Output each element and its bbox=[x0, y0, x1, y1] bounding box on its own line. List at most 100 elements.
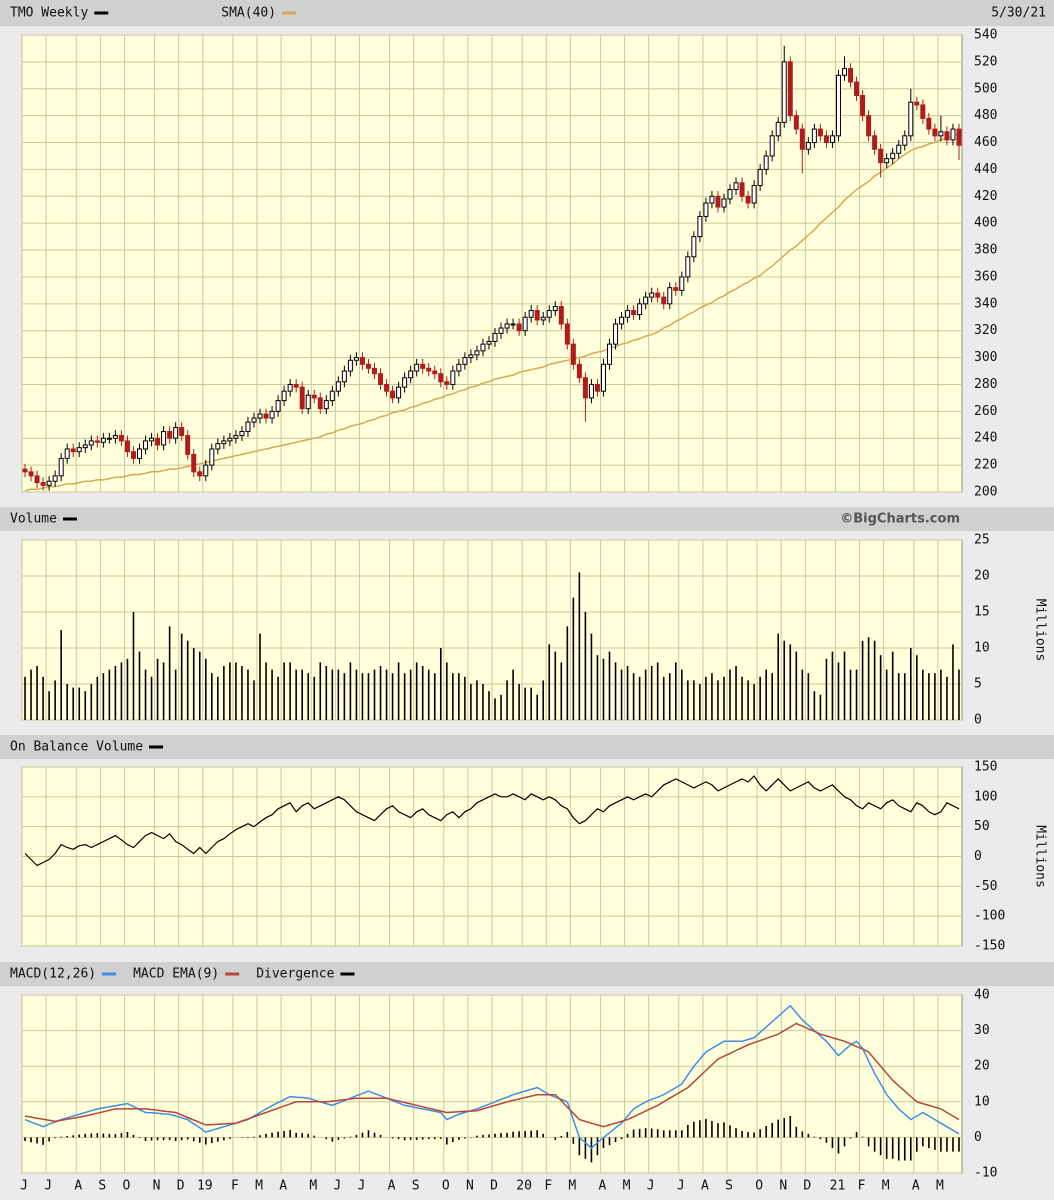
legend-label: SMA(40) bbox=[221, 6, 276, 21]
x-tick-label: N bbox=[466, 1179, 474, 1194]
y-tick-label: 5 bbox=[974, 677, 982, 692]
candle-body bbox=[522, 316, 528, 332]
x-tick-label: O bbox=[755, 1179, 763, 1194]
x-tick-label: A bbox=[74, 1179, 82, 1194]
candle-body bbox=[269, 410, 275, 419]
candle-body bbox=[631, 310, 637, 316]
panel-header bbox=[0, 962, 1054, 986]
candle-body bbox=[82, 444, 88, 449]
candle-body bbox=[540, 316, 546, 321]
y-tick-label: 20 bbox=[974, 569, 990, 584]
x-tick-label: A bbox=[701, 1179, 709, 1194]
macd-line bbox=[24, 1004, 960, 1150]
candle-body bbox=[757, 168, 763, 187]
candle-body bbox=[829, 135, 835, 144]
candle-body bbox=[341, 370, 347, 383]
y-tick-label: 0 bbox=[974, 713, 982, 728]
y-tick-label: 25 bbox=[974, 533, 990, 548]
candle-body bbox=[221, 440, 227, 445]
candle-body bbox=[673, 287, 679, 291]
credit-label: ©BigCharts.com bbox=[840, 512, 960, 527]
y-tick-label: 30 bbox=[974, 1023, 990, 1038]
candle-body bbox=[667, 287, 673, 305]
candle-body bbox=[197, 471, 203, 477]
candle-body bbox=[58, 457, 64, 477]
candle-body bbox=[866, 115, 872, 137]
candle-body bbox=[353, 357, 359, 361]
candle-body bbox=[408, 370, 414, 379]
candle-body bbox=[763, 155, 769, 170]
candle-body bbox=[40, 482, 46, 486]
candle-body bbox=[414, 363, 420, 372]
x-tick-label: J bbox=[44, 1179, 52, 1194]
y-tick-label: 50 bbox=[974, 819, 990, 834]
candle-body bbox=[823, 135, 829, 144]
candle-body bbox=[106, 437, 112, 440]
candle-body bbox=[739, 182, 745, 197]
candle-body bbox=[625, 310, 631, 318]
candle-body bbox=[938, 131, 944, 137]
candle-body bbox=[854, 81, 860, 96]
candle-body bbox=[926, 117, 932, 130]
candle-body bbox=[432, 370, 438, 375]
candle-body bbox=[594, 383, 600, 392]
y-tick-label: -100 bbox=[974, 909, 1005, 924]
candle-body bbox=[384, 383, 390, 392]
candle-body bbox=[655, 292, 661, 298]
candle-body bbox=[552, 306, 558, 312]
candle-body bbox=[239, 431, 245, 437]
candle-body bbox=[378, 373, 384, 385]
sma-line bbox=[24, 133, 960, 492]
x-tick-label: S bbox=[725, 1179, 733, 1194]
y-tick-label: 480 bbox=[974, 108, 997, 123]
legend-label: MACD EMA(9) bbox=[133, 967, 219, 982]
candle-body bbox=[293, 383, 299, 388]
candle-body bbox=[173, 426, 179, 439]
candle-body bbox=[209, 448, 215, 466]
candle-body bbox=[468, 354, 474, 359]
x-tick-label: S bbox=[412, 1179, 420, 1194]
panel-header bbox=[0, 0, 1054, 26]
candle-body bbox=[130, 451, 136, 459]
candle-body bbox=[944, 131, 950, 141]
candle-body bbox=[149, 437, 155, 442]
y-tick-label: 460 bbox=[974, 135, 997, 150]
candle-body bbox=[22, 468, 28, 473]
candle-body bbox=[781, 61, 787, 123]
candle-body bbox=[167, 431, 173, 439]
candle-body bbox=[956, 128, 962, 146]
candle-body bbox=[661, 296, 667, 305]
obv-line bbox=[24, 775, 960, 867]
candle-body bbox=[613, 323, 619, 345]
candle-body bbox=[52, 475, 58, 482]
candle-body bbox=[546, 310, 552, 318]
x-tick-label: M bbox=[936, 1179, 944, 1194]
candle-body bbox=[402, 377, 408, 388]
x-tick-label: A bbox=[599, 1179, 607, 1194]
candle-body bbox=[215, 443, 221, 450]
candle-body bbox=[64, 448, 70, 459]
candle-body bbox=[787, 61, 793, 117]
date-label: 5/30/21 bbox=[991, 6, 1046, 21]
y-tick-label: 40 bbox=[974, 988, 990, 1003]
candle-body bbox=[510, 323, 516, 326]
candle-body bbox=[884, 158, 890, 164]
candle-body bbox=[251, 417, 257, 423]
y-tick-label: 520 bbox=[974, 54, 997, 69]
y-tick-label: 0 bbox=[974, 1130, 982, 1145]
candle-body bbox=[76, 447, 82, 453]
candle-body bbox=[88, 440, 94, 446]
candle-body bbox=[137, 448, 142, 459]
x-tick-label: A bbox=[279, 1179, 287, 1194]
x-tick-label: D bbox=[803, 1179, 811, 1194]
candle-body bbox=[329, 390, 335, 402]
x-tick-label: J bbox=[677, 1179, 685, 1194]
candle-body bbox=[643, 296, 649, 305]
candle-body bbox=[679, 276, 685, 291]
candle-body bbox=[709, 195, 715, 204]
candle-body bbox=[492, 332, 498, 342]
x-tick-label: N bbox=[153, 1179, 161, 1194]
candle-body bbox=[588, 383, 594, 399]
candle-body bbox=[685, 256, 691, 278]
